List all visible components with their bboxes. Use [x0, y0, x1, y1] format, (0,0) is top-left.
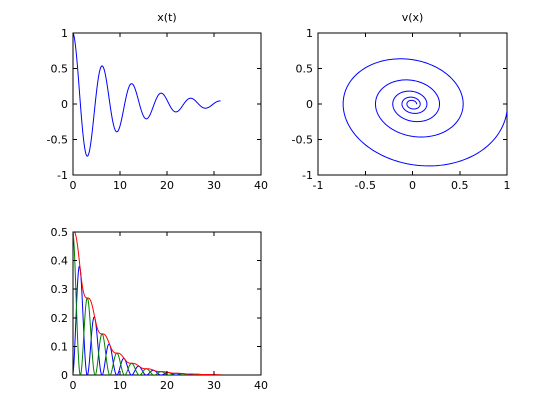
x-tick-label: 0.5 — [451, 179, 469, 192]
series-line-0 — [73, 33, 221, 157]
curves — [73, 33, 221, 157]
y-tick-label: 0 — [61, 98, 68, 111]
x-tick-label: 0 — [70, 379, 77, 392]
y-tick-label: 0.5 — [51, 63, 69, 76]
y-tick-label: 0.3 — [51, 283, 69, 296]
x-tick-label: 10 — [113, 379, 127, 392]
y-tick-label: 1 — [61, 27, 68, 40]
x-tick-label: 40 — [254, 379, 268, 392]
chart-title: x(t) — [157, 11, 176, 24]
axes-box — [72, 231, 262, 376]
curves — [342, 58, 507, 167]
x-tick-label: 0 — [409, 179, 416, 192]
curves — [73, 232, 221, 375]
plot-v-of-x: -1 -0.5 0 0.5 1 -1 -0.5 0 0.5 1 v(x) — [292, 11, 511, 192]
x-tick-label: 0 — [70, 179, 77, 192]
y-tick-label: 1 — [306, 27, 313, 40]
x-tick-label: 20 — [160, 179, 174, 192]
plot-x-of-t: 0 10 20 30 40 -1 -0.5 0 0.5 1 x(t) — [47, 11, 268, 192]
y-tick-label: 0.4 — [51, 255, 69, 268]
y-tick-label: -1 — [302, 169, 313, 182]
axes-box — [317, 32, 508, 176]
y-tick-label: -0.5 — [292, 134, 313, 147]
chart-title: v(x) — [402, 11, 424, 24]
x-tick-label: 1 — [504, 179, 511, 192]
x-tick-label: 40 — [254, 179, 268, 192]
y-tick-label: 0.5 — [296, 63, 314, 76]
y-tick-label: 0 — [61, 369, 68, 382]
y-tick-label: 0 — [306, 98, 313, 111]
y-tick-label: -0.5 — [47, 134, 68, 147]
x-tick-label: 10 — [113, 179, 127, 192]
x-tick-label: 30 — [207, 379, 221, 392]
x-tick-label: 20 — [160, 379, 174, 392]
series-line-0 — [342, 58, 507, 167]
x-tick-label: -1 — [313, 179, 324, 192]
x-tick-label: 30 — [207, 179, 221, 192]
y-tick-label: 0.2 — [51, 312, 69, 325]
y-tick-label: 0.1 — [51, 340, 69, 353]
series-line-2 — [74, 232, 221, 375]
axes-box — [72, 32, 262, 176]
plot-energy: 0 10 20 30 40 0 0.1 0.2 0.3 0.4 0.5 — [51, 226, 269, 392]
y-tick-label: -1 — [57, 169, 68, 182]
y-tick-label: 0.5 — [51, 226, 69, 239]
x-tick-label: -0.5 — [355, 179, 376, 192]
